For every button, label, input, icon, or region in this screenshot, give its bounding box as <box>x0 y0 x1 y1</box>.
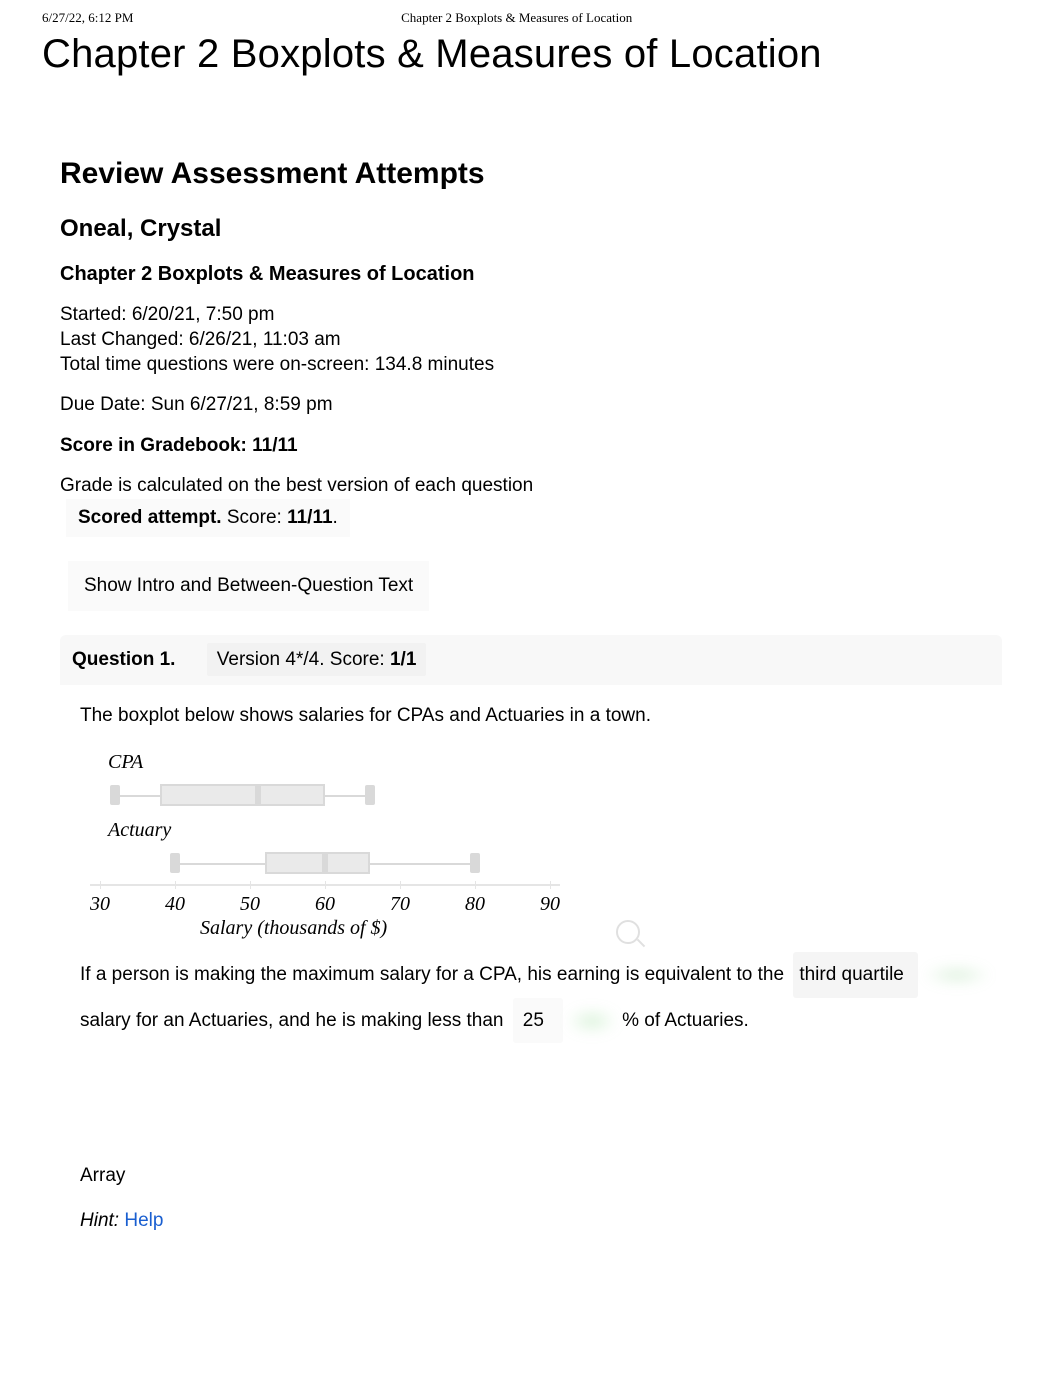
show-intro-button[interactable]: Show Intro and Between-Question Text <box>68 561 429 611</box>
onscreen-label: Total time questions were on-screen: <box>60 354 369 375</box>
due-block: Due Date: Sun 6/27/21, 8:59 pm <box>60 394 1002 417</box>
answer-dropdown-1[interactable]: third quartile <box>793 952 918 998</box>
check-icon <box>922 964 992 986</box>
axis-tick-label: 70 <box>390 890 410 918</box>
question-number: Question 1. <box>72 649 175 670</box>
question-header: Question 1. Version 4*/4. Score: 1/1 <box>60 635 1002 685</box>
boxplot-track <box>90 780 560 810</box>
fill-segment-1: If a person is making the maximum salary… <box>80 964 784 985</box>
scored-attempt-score-word: Score: <box>227 507 282 528</box>
question-card: Question 1. Version 4*/4. Score: 1/1 The… <box>60 635 1002 1264</box>
hint-link[interactable]: Help <box>124 1210 163 1231</box>
chapter-heading: Chapter 2 Boxplots & Measures of Locatio… <box>60 263 1002 286</box>
axis-tick-label: 40 <box>165 890 185 918</box>
last-changed-value: 6/26/21, 11:03 am <box>189 329 341 350</box>
boxplot-series-label: CPA <box>108 748 560 776</box>
array-text: Array <box>80 1163 992 1190</box>
boxplot-series-label: Actuary <box>108 816 560 844</box>
print-timestamp: 6/27/22, 6:12 PM <box>42 10 133 26</box>
hint-label: Hint: <box>80 1210 119 1231</box>
content-area: Review Assessment Attempts Oneal, Crysta… <box>0 77 1062 1285</box>
scored-attempt-pill: Scored attempt. Score: 11/11. <box>66 499 350 537</box>
grade-note: Grade is calculated on the best version … <box>60 475 1002 497</box>
started-value: 6/20/21, 7:50 pm <box>132 304 275 325</box>
boxplot-chart: CPAActuary30405060708090Salary (thousand… <box>90 748 560 942</box>
score-label: Score in Gradebook: <box>60 435 247 456</box>
last-changed-label: Last Changed: <box>60 329 184 350</box>
axis-tick-label: 90 <box>540 890 560 918</box>
scored-attempt-score: 11/11 <box>287 507 332 528</box>
question-body: The boxplot below shows salaries for CPA… <box>60 685 1002 1244</box>
print-title: Chapter 2 Boxplots & Measures of Locatio… <box>401 10 632 26</box>
check-icon <box>567 1010 617 1032</box>
question-version: Version 4*/4. Score: 1/1 <box>207 643 427 676</box>
boxplot-axis-title: Salary (thousands of $) <box>200 914 560 942</box>
boxplot-track <box>90 848 560 878</box>
axis-tick-label: 60 <box>315 890 335 918</box>
scored-attempt-label: Scored attempt. <box>78 507 222 528</box>
attempt-meta: Started: 6/20/21, 7:50 pm Last Changed: … <box>60 304 1002 376</box>
version-prefix: Version 4*/4. Score: <box>217 649 385 670</box>
student-name: Oneal, Crystal <box>60 215 1002 243</box>
hint-line: Hint: Help <box>80 1208 992 1235</box>
due-value: Sun 6/27/21, 8:59 pm <box>151 394 333 415</box>
due-label: Due Date: <box>60 394 146 415</box>
axis-tick-label: 50 <box>240 890 260 918</box>
score-value: 11/11 <box>252 435 297 456</box>
axis-tick-label: 80 <box>465 890 485 918</box>
magnify-icon[interactable] <box>616 920 640 944</box>
question-prompt: The boxplot below shows salaries for CPA… <box>80 703 992 730</box>
version-score: 1/1 <box>390 649 416 670</box>
fill-in-text: If a person is making the maximum salary… <box>80 952 992 1044</box>
onscreen-value: 134.8 minutes <box>375 354 494 375</box>
axis-tick-label: 30 <box>90 890 110 918</box>
print-header: 6/27/22, 6:12 PM Chapter 2 Boxplots & Me… <box>0 0 1062 26</box>
boxplot-axis: 30405060708090 <box>90 884 560 912</box>
fill-segment-3: % of Actuaries. <box>622 1010 749 1031</box>
gradebook-score: Score in Gradebook: 11/11 <box>60 435 1002 457</box>
answer-input-2[interactable]: 25 <box>513 998 563 1044</box>
fill-segment-2: salary for an Actuaries, and he is makin… <box>80 1010 504 1031</box>
started-label: Started: <box>60 304 127 325</box>
page-title: Chapter 2 Boxplots & Measures of Locatio… <box>42 32 1062 77</box>
section-heading: Review Assessment Attempts <box>60 157 1002 191</box>
